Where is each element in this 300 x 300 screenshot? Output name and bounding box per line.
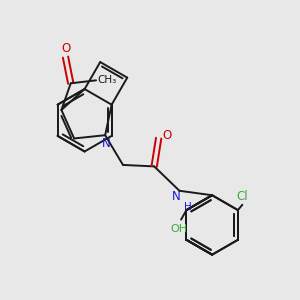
Text: CH₃: CH₃ (98, 75, 117, 85)
Text: OH: OH (170, 224, 188, 233)
Text: N: N (102, 137, 111, 150)
Text: Cl: Cl (236, 190, 248, 203)
Text: H: H (184, 202, 192, 212)
Text: N: N (172, 190, 180, 203)
Text: O: O (61, 42, 70, 55)
Text: O: O (162, 129, 172, 142)
